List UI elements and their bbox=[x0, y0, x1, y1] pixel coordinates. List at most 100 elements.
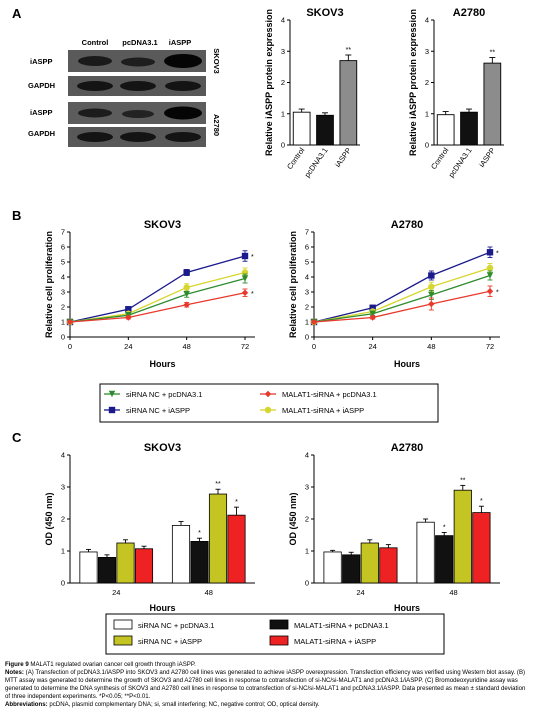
caption-figure-number: Figure 9 bbox=[5, 661, 29, 668]
bar bbox=[316, 114, 334, 146]
blot-row-label: GAPDH bbox=[28, 81, 55, 90]
bar bbox=[483, 62, 502, 146]
chart-title: A2780 bbox=[391, 442, 423, 454]
y-tick-label: 3 bbox=[305, 483, 309, 492]
legend-box bbox=[99, 383, 439, 423]
category-label: 24 bbox=[112, 588, 120, 597]
legend-label: MALAT1-siRNA + pcDNA3.1 bbox=[294, 621, 389, 630]
y-tick-label: 1 bbox=[61, 547, 65, 556]
bar bbox=[342, 554, 361, 584]
legend-swatch bbox=[269, 635, 289, 646]
bar bbox=[97, 557, 117, 584]
y-axis-label: Relative iASPP protein expression bbox=[264, 9, 274, 156]
data-point bbox=[310, 318, 318, 326]
significance-label: * bbox=[235, 499, 238, 506]
western-blot: Control pcDNA3.1 iASPP iASPP GAPDH iASPP… bbox=[28, 38, 221, 147]
chart-title: SKOV3 bbox=[144, 219, 181, 231]
x-axis-label: Hours bbox=[394, 603, 420, 613]
blot-band bbox=[164, 54, 202, 68]
category-label: iASPP bbox=[333, 146, 353, 169]
significance-label: ** bbox=[490, 50, 496, 57]
series-line bbox=[69, 277, 246, 323]
panel-label-c: C bbox=[12, 430, 22, 445]
bar bbox=[472, 512, 491, 584]
chart-a-skov3: 0 1 2 3 4 SKOV3 Relative iASPP protein express… bbox=[264, 7, 360, 179]
y-axis-label: Relative cell proliferation bbox=[44, 231, 54, 338]
blot-band bbox=[122, 110, 154, 118]
data-point bbox=[183, 284, 190, 291]
y-tick-label: 6 bbox=[305, 243, 309, 252]
series-line bbox=[69, 255, 246, 323]
y-tick-label: 1 bbox=[305, 547, 309, 556]
data-point bbox=[486, 249, 494, 256]
figure-canvas: A B C Control pcDNA3.1 iASPP iASPP GAPDH… bbox=[12, 6, 504, 655]
legend-swatch bbox=[113, 635, 133, 646]
caption-title: Figure 9 MALAT1 regulated ovarian cancer… bbox=[5, 661, 530, 669]
y-tick-label: 4 bbox=[281, 16, 285, 25]
chart-title: SKOV3 bbox=[306, 7, 343, 19]
blot-row-label: iASPP bbox=[30, 108, 53, 117]
caption-abbr-label: Abbreviations: bbox=[5, 701, 48, 708]
y-tick-label: 0 bbox=[61, 333, 65, 342]
blot-row-label: GAPDH bbox=[28, 129, 55, 138]
blot-band bbox=[78, 56, 112, 66]
bar bbox=[453, 489, 472, 584]
y-tick-label: 1 bbox=[61, 318, 65, 327]
blot-lane-label: pcDNA3.1 bbox=[122, 38, 157, 47]
series-line bbox=[313, 267, 491, 323]
significance-label: ** bbox=[460, 477, 466, 484]
data-point bbox=[108, 390, 116, 398]
bar bbox=[116, 542, 135, 584]
data-point bbox=[108, 406, 116, 414]
series-line bbox=[69, 271, 246, 323]
y-axis-label: Relative iASPP protein expression bbox=[408, 9, 418, 156]
legend-label: MALAT1-siRNA + pcDNA3.1 bbox=[282, 390, 377, 399]
y-tick-label: 1 bbox=[425, 109, 429, 118]
blot-band bbox=[165, 81, 201, 91]
y-tick-label: 4 bbox=[305, 451, 309, 460]
data-point bbox=[125, 306, 132, 313]
data-point bbox=[264, 406, 272, 414]
data-point bbox=[428, 300, 435, 308]
bar bbox=[416, 521, 435, 584]
y-tick-label: 2 bbox=[305, 515, 309, 524]
chart-b-skov3: 0 1 2 3 4 5 6 7 SKOV3 Relative cell proliferation… bbox=[44, 219, 255, 369]
chart-title: SKOV3 bbox=[144, 442, 181, 454]
x-tick-label: 24 bbox=[124, 342, 132, 351]
category-label: 24 bbox=[356, 588, 364, 597]
significance-label: * bbox=[496, 250, 499, 257]
figure-caption: Figure 9 MALAT1 regulated ovarian cancer… bbox=[5, 661, 530, 709]
y-tick-label: 0 bbox=[281, 141, 285, 150]
chart-title: A2780 bbox=[453, 7, 485, 19]
series-line bbox=[313, 274, 491, 323]
x-tick-label: 0 bbox=[68, 342, 72, 351]
caption-notes-label: Notes: bbox=[5, 669, 24, 676]
legend-label: MALAT1-siRNA + iASPP bbox=[282, 406, 364, 415]
category-label: 48 bbox=[449, 588, 457, 597]
y-tick-label: 7 bbox=[305, 228, 309, 237]
caption-title-text: MALAT1 regulated ovarian cancer cell gro… bbox=[28, 661, 196, 668]
x-axis-label: Hours bbox=[149, 603, 175, 613]
bar bbox=[134, 548, 154, 584]
caption-abbr-text: pcDNA, plasmid complementary DNA; si, sm… bbox=[47, 701, 320, 708]
chart-a-a2780: 0 1 2 3 4 A2780 Relative iASPP protein express… bbox=[408, 7, 504, 179]
bar bbox=[227, 514, 246, 584]
y-tick-label: 3 bbox=[281, 47, 285, 56]
significance-label: * bbox=[198, 530, 201, 537]
y-axis-label: Relative cell proliferation bbox=[288, 231, 298, 338]
bar bbox=[292, 111, 311, 146]
blot-lane-label: iASPP bbox=[169, 38, 192, 47]
blot-band bbox=[77, 132, 113, 142]
panel-label-a: A bbox=[12, 6, 22, 21]
significance-label: * bbox=[251, 291, 254, 298]
data-point bbox=[486, 264, 494, 272]
y-tick-label: 5 bbox=[305, 258, 309, 267]
y-tick-label: 0 bbox=[425, 141, 429, 150]
bar bbox=[360, 542, 379, 584]
bar bbox=[190, 541, 209, 584]
blot-row-label: iASPP bbox=[30, 57, 53, 66]
bar bbox=[208, 493, 228, 584]
y-tick-label: 2 bbox=[61, 303, 65, 312]
x-tick-label: 48 bbox=[427, 342, 435, 351]
series-line bbox=[313, 290, 491, 323]
